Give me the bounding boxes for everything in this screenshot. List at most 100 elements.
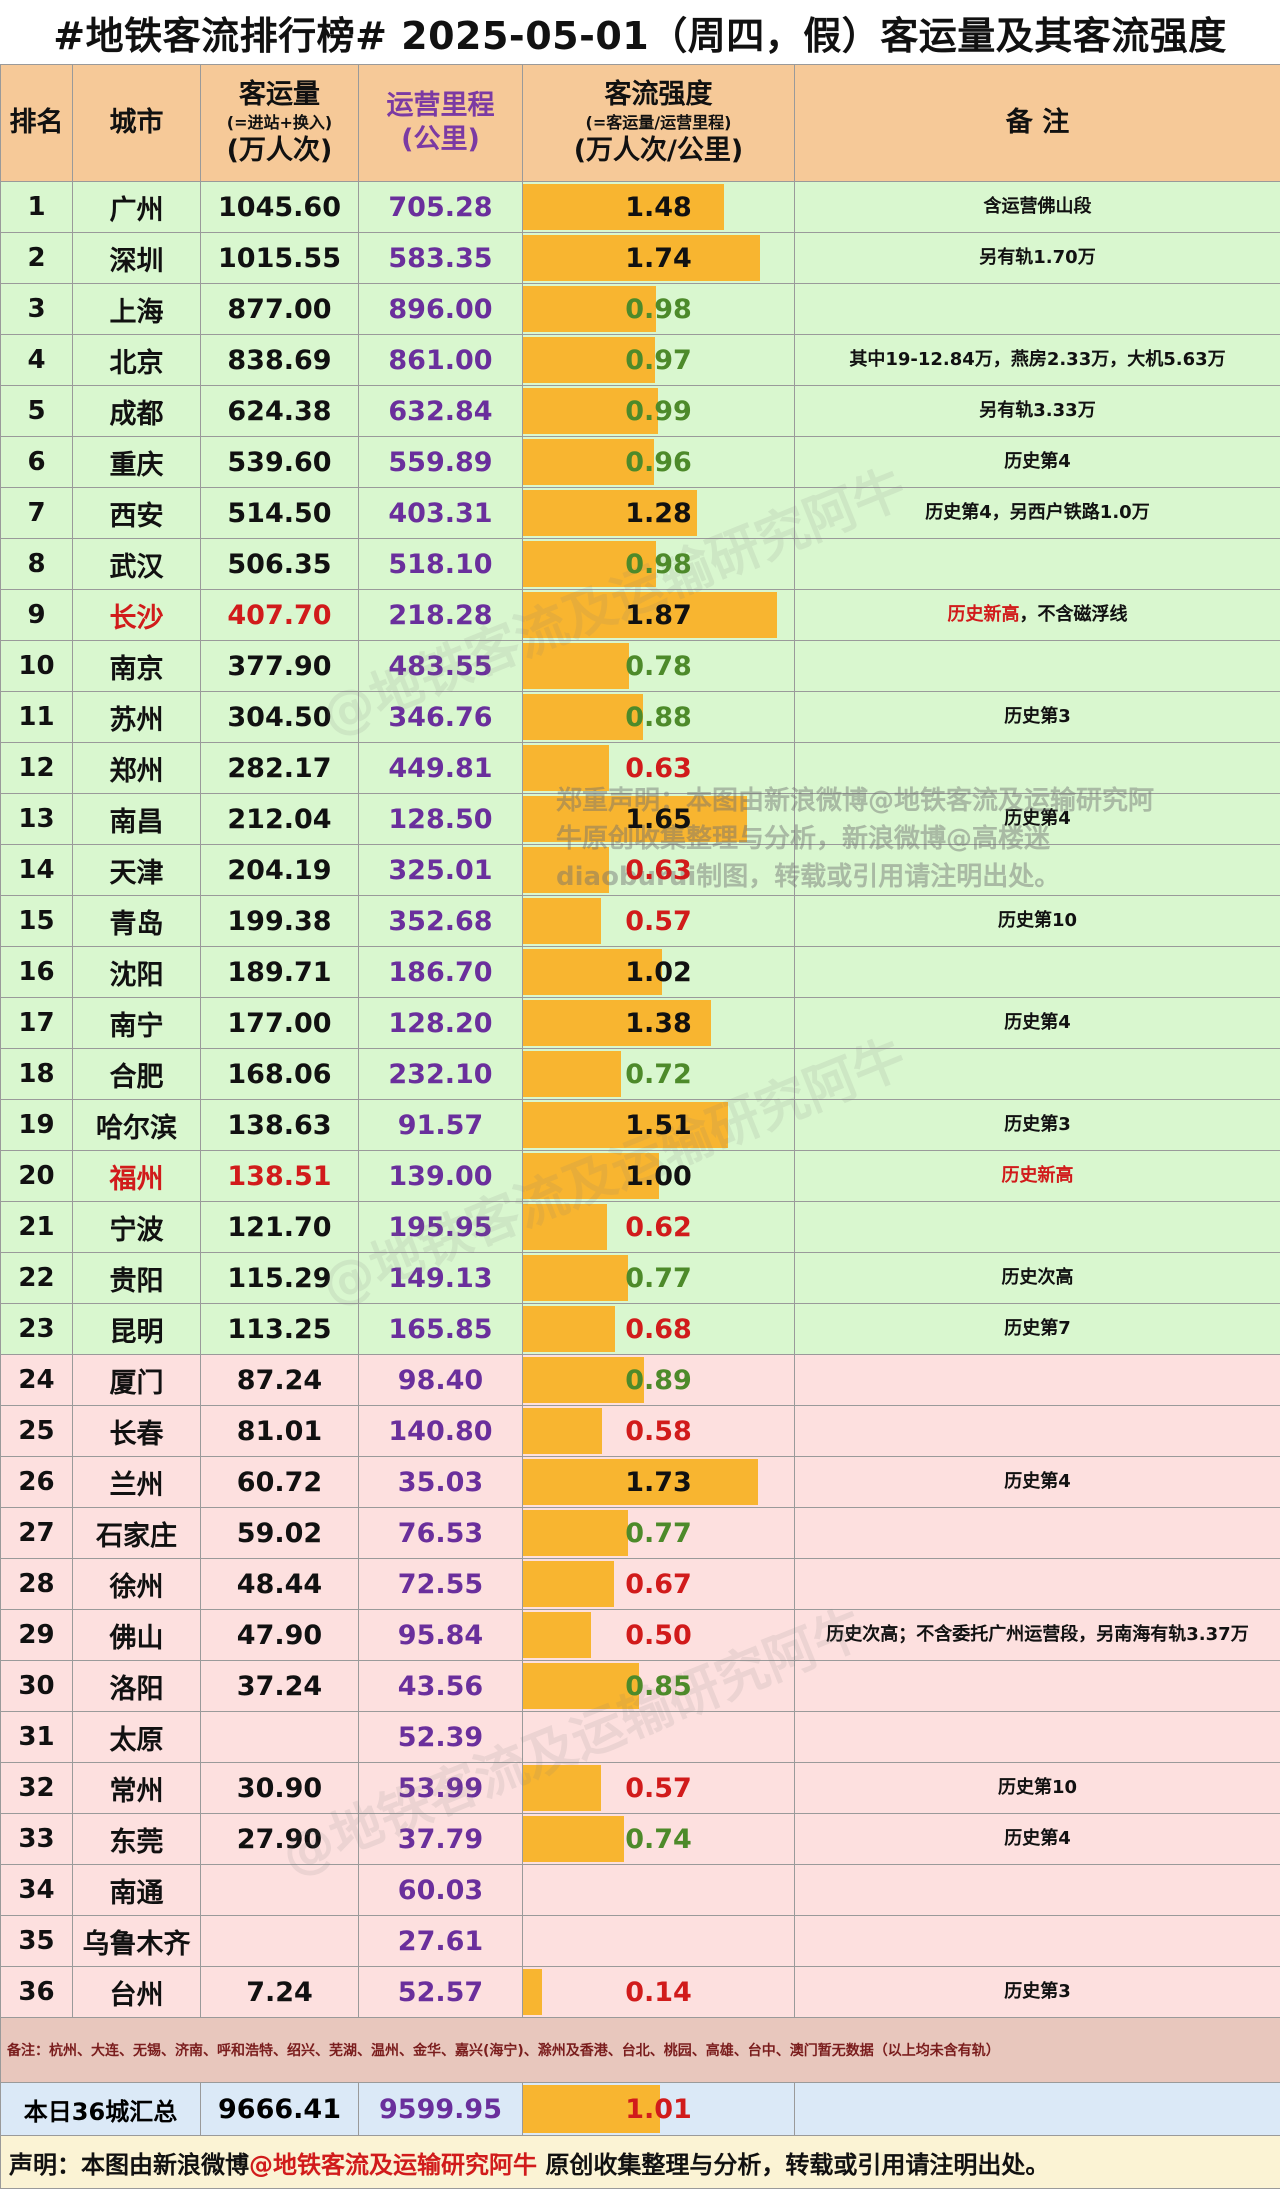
intensity-bar [523, 745, 609, 791]
city-cell: 贵阳 [73, 1253, 201, 1304]
mileage-cell: 76.53 [359, 1508, 523, 1559]
intensity-value: 1.87 [625, 600, 692, 631]
volume-cell: 204.19 [201, 845, 359, 896]
note-cell: 历史次高；不含委托广州运营段，另南海有轨3.37万 [795, 1610, 1280, 1661]
intensity-cell: 0.97 [523, 335, 795, 386]
mileage-cell: 583.35 [359, 233, 523, 284]
city-cell: 厦门 [73, 1355, 201, 1406]
intensity-value: 0.85 [625, 1671, 692, 1702]
intensity-value: 1.02 [625, 957, 692, 988]
volume-cell: 48.44 [201, 1559, 359, 1610]
intensity-value: 1.74 [625, 243, 692, 274]
mileage-cell: 149.13 [359, 1253, 523, 1304]
volume-cell [201, 1712, 359, 1763]
intensity-cell: 1.38 [523, 998, 795, 1049]
note-text: 历史第10 [998, 910, 1077, 931]
note-cell [795, 1406, 1280, 1457]
city-cell: 石家庄 [73, 1508, 201, 1559]
header-city: 城市 [73, 65, 201, 182]
rank-cell: 33 [1, 1814, 73, 1865]
mileage-cell: 896.00 [359, 284, 523, 335]
mileage-cell: 559.89 [359, 437, 523, 488]
city-cell: 太原 [73, 1712, 201, 1763]
city-cell: 重庆 [73, 437, 201, 488]
rank-cell: 20 [1, 1151, 73, 1202]
rank-cell: 14 [1, 845, 73, 896]
volume-cell: 199.38 [201, 896, 359, 947]
declaration-row: 声明：本图由新浪微博@地铁客流及运输研究阿牛 原创收集整理与分析，转载或引用请注… [1, 2136, 1280, 2189]
city-cell: 长沙 [73, 590, 201, 641]
note-cell: 历史第3 [795, 1967, 1280, 2018]
rank-cell: 17 [1, 998, 73, 1049]
intensity-cell [523, 1865, 795, 1916]
note-cell: 历史第7 [795, 1304, 1280, 1355]
mileage-cell: 43.56 [359, 1661, 523, 1712]
volume-cell: 115.29 [201, 1253, 359, 1304]
city-cell: 宁波 [73, 1202, 201, 1253]
city-cell: 洛阳 [73, 1661, 201, 1712]
note-text: 另有轨3.33万 [979, 400, 1095, 421]
summary-intensity: 1.01 [523, 2083, 795, 2136]
intensity-bar [523, 1306, 615, 1352]
intensity-bar [523, 1510, 628, 1556]
summary-mileage: 9599.95 [359, 2083, 523, 2136]
note-cell [795, 1202, 1280, 1253]
intensity-value: 0.50 [625, 1620, 692, 1651]
author-link[interactable]: @地铁客流及运输研究阿牛 [249, 2151, 537, 2179]
note-cell: 另有轨1.70万 [795, 233, 1280, 284]
volume-cell: 1015.55 [201, 233, 359, 284]
rank-cell: 10 [1, 641, 73, 692]
mileage-cell: 232.10 [359, 1049, 523, 1100]
intensity-cell: 0.99 [523, 386, 795, 437]
header-note: 备 注 [795, 65, 1280, 182]
table-header: 排名 城市 客运量 (=进站+换入) (万人次) 运营里程 (公里) 客流强度 … [1, 65, 1280, 182]
note-text: 历史第10 [998, 1777, 1077, 1798]
note-cell [795, 1559, 1280, 1610]
note-highlight: 历史新高 [1002, 1165, 1074, 1186]
rank-cell: 8 [1, 539, 73, 590]
intensity-value: 1.65 [625, 804, 692, 835]
mileage-cell: 27.61 [359, 1916, 523, 1967]
note-text: 含运营佛山段 [984, 196, 1092, 217]
volume-cell: 81.01 [201, 1406, 359, 1457]
intensity-cell: 0.14 [523, 1967, 795, 2018]
note-cell: 历史第4 [795, 1457, 1280, 1508]
note-cell [795, 1712, 1280, 1763]
intensity-bar [523, 847, 609, 893]
mileage-cell: 128.50 [359, 794, 523, 845]
volume-cell: 138.51 [201, 1151, 359, 1202]
intensity-value: 0.63 [625, 753, 692, 784]
intensity-value: 0.77 [625, 1518, 692, 1549]
rank-cell: 4 [1, 335, 73, 386]
rank-cell: 34 [1, 1865, 73, 1916]
volume-cell: 189.71 [201, 947, 359, 998]
mileage-cell: 325.01 [359, 845, 523, 896]
summary-label: 本日36城汇总 [1, 2083, 201, 2136]
intensity-cell: 0.74 [523, 1814, 795, 1865]
rank-cell: 16 [1, 947, 73, 998]
rank-cell: 2 [1, 233, 73, 284]
intensity-cell: 0.72 [523, 1049, 795, 1100]
mileage-cell: 483.55 [359, 641, 523, 692]
note-text: 历史第4 [1004, 451, 1071, 472]
intensity-cell: 0.88 [523, 692, 795, 743]
note-cell: 历史第4 [795, 998, 1280, 1049]
city-cell: 常州 [73, 1763, 201, 1814]
note-cell [795, 1508, 1280, 1559]
intensity-value: 0.98 [625, 294, 692, 325]
note-cell [795, 743, 1280, 794]
city-cell: 南通 [73, 1865, 201, 1916]
intensity-value: 1.73 [625, 1467, 692, 1498]
